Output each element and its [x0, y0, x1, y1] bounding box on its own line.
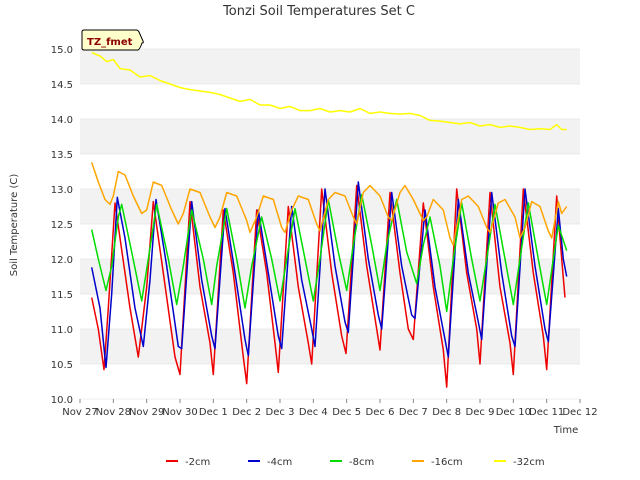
grid-band [80, 154, 580, 189]
series-lines [90, 51, 568, 388]
x-tick-label: Nov 30 [162, 407, 197, 418]
tz-badge: TZ_fmet [81, 29, 144, 51]
y-tick-label: 13.0 [51, 185, 73, 196]
x-tick-label: Nov 28 [96, 407, 131, 418]
x-tick-label: Dec 6 [366, 407, 395, 418]
y-tick-label: 14.0 [51, 115, 73, 126]
x-axis-label: Time [553, 425, 578, 436]
grid-band [80, 294, 580, 329]
legend: -2cm -4cm -8cm -16cm -32cm [166, 457, 545, 468]
series-line-2cm [90, 184, 566, 388]
y-tick-label: 12.0 [51, 255, 73, 266]
legend-label: -16cm [431, 457, 463, 468]
y-axis-label: Soil Temperature (C) [9, 174, 20, 277]
legend-label: -2cm [185, 457, 210, 468]
x-tick-label: Dec 10 [496, 407, 531, 418]
series-line-4cm [90, 181, 568, 369]
grid-band [80, 329, 580, 364]
y-tick-label: 10.5 [51, 360, 73, 371]
tz-badge-label: TZ_fmet [87, 37, 133, 48]
legend-label: -32cm [513, 457, 545, 468]
x-tick-label: Dec 4 [299, 407, 328, 418]
x-tick-label: Nov 27 [62, 407, 97, 418]
x-tick-label: Dec 8 [432, 407, 461, 418]
x-tick-label: Dec 11 [529, 407, 564, 418]
y-tick-label: 15.0 [51, 45, 73, 56]
y-tick-label: 11.0 [51, 325, 73, 336]
x-tick-label: Nov 29 [129, 407, 164, 418]
y-tick-label: 10.0 [51, 395, 73, 406]
series-line-32cm [91, 51, 567, 131]
grid-band [80, 119, 580, 154]
y-tick-label: 14.5 [51, 80, 73, 91]
y-tick-label: 11.5 [51, 290, 73, 301]
x-tick-label: Dec 5 [332, 407, 361, 418]
grid-band [80, 364, 580, 399]
y-tick-label: 12.5 [51, 220, 73, 231]
chart-title: Tonzi Soil Temperatures Set C [222, 4, 415, 19]
y-axis: 10.0 10.5 11.0 11.5 12.0 12.5 13.0 13.5 14.0 14.5… [51, 45, 73, 406]
x-tick-label: Dec 9 [466, 407, 495, 418]
grid-band [80, 84, 580, 119]
x-tick-label: Dec 12 [562, 407, 597, 418]
y-tick-label: 13.5 [51, 150, 73, 161]
legend-label: -8cm [349, 457, 374, 468]
x-tick-label: Dec 7 [399, 407, 428, 418]
grid-band [80, 49, 580, 84]
x-tick-label: Dec 3 [266, 407, 295, 418]
legend-label: -4cm [267, 457, 292, 468]
x-tick-label: Dec 2 [232, 407, 261, 418]
series-line-16cm [90, 162, 568, 246]
x-tick-label: Dec 1 [199, 407, 228, 418]
